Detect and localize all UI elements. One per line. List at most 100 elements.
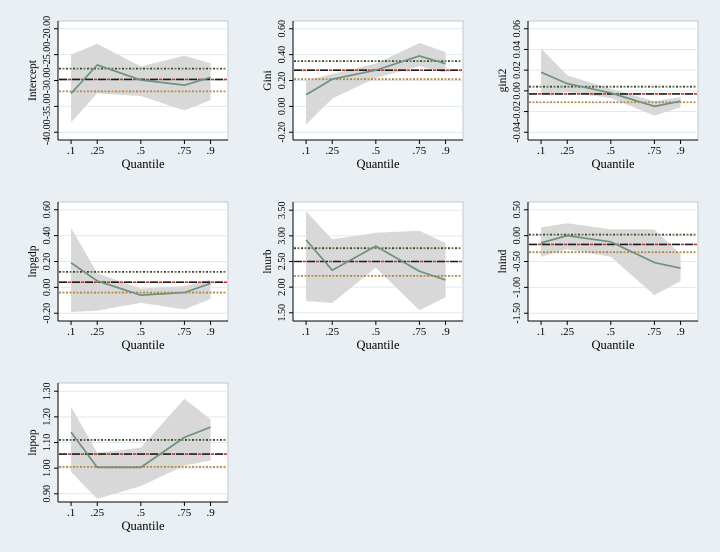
quantile-line [540,71,681,108]
subplot-lnpgdp: -0.20 0.00 0.20 0.40 0.60 .1 .25 .5 .75 .9 lnpgdp Q… [25,191,260,372]
y-tick-label: -30.00 [42,68,53,94]
x-tick-label: .25 [90,326,104,338]
quantile-line [70,426,211,469]
x-tick-label: .75 [178,145,192,157]
x-axis-title: Quantile [591,157,634,171]
x-tick-label: .1 [302,326,310,338]
y-axis-title: gini2 [497,68,509,92]
y-tick-label: 3.50 [277,201,288,219]
y-tick-label: -40.00 [42,119,53,145]
confidence-band [541,223,681,296]
y-tick-label: -1.50 [512,303,523,324]
y-tick-label: 0.90 [42,485,53,503]
figure-grid: -40.00 -35.00 -30.00 -25.00 -20.00 .1 .25 .5 .75… [25,10,720,552]
x-tick-label: .1 [67,326,75,338]
quantile-line [540,234,681,270]
y-axis-title: lnind [497,249,509,273]
quantile-line [70,262,211,296]
x-tick-label: .5 [607,145,616,157]
x-tick-label: .5 [137,145,146,157]
subplot-intercept: -40.00 -35.00 -30.00 -25.00 -20.00 .1 .25 .5 .75… [25,10,260,191]
y-tick-label: 0.00 [512,227,523,245]
x-tick-label: .75 [648,145,662,157]
y-tick-label: -0.04 [512,122,523,143]
y-tick-label: 1.00 [42,459,53,477]
quantile-line [70,64,211,95]
y-tick-label: 0.00 [277,98,288,116]
x-axis-title: Quantile [591,338,634,352]
x-tick-label: .75 [178,507,192,519]
y-axis-title: lnpop [27,429,39,455]
y-tick-label: -0.20 [277,122,288,143]
x-tick-label: .75 [648,326,662,338]
x-axis-title: Quantile [356,338,399,352]
x-axis-title: Quantile [121,519,164,533]
confidence-band [71,43,211,123]
x-tick-label: .5 [137,507,146,519]
x-tick-label: .5 [607,326,616,338]
x-axis-title: Quantile [356,157,399,171]
x-tick-label: .25 [90,145,104,157]
y-tick-label: 0.00 [512,82,523,100]
y-tick-label: 0.20 [42,253,53,271]
x-tick-label: .9 [441,326,450,338]
quantile-line [305,55,446,96]
y-tick-label: 1.10 [42,434,53,452]
y-tick-label: -0.02 [512,101,523,122]
y-axis-title: Intercept [27,59,39,101]
y-tick-label: 2.00 [277,278,288,296]
x-tick-label: .25 [90,507,104,519]
x-tick-label: .5 [372,326,381,338]
y-tick-label: 0.50 [512,201,523,219]
y-tick-label: 0.40 [277,46,288,64]
x-tick-label: .9 [676,145,685,157]
x-tick-label: .9 [206,326,215,338]
subplot-gini2: -0.04 -0.02 0.00 0.02 0.04 0.06 .1 .25 .5 .75 .9 gi… [495,10,720,191]
x-tick-label: .9 [441,145,450,157]
y-tick-label: 0.02 [512,61,523,79]
subplot-gini: -0.20 0.00 0.20 0.40 0.60 .1 .25 .5 .75 .9 Gini Qua… [260,10,495,191]
y-tick-label: 3.00 [277,227,288,245]
subplot-canvas-lnpgdp: -0.20 0.00 0.20 0.40 0.60 .1 .25 .5 .75 .9 lnpgdp Q… [27,201,229,352]
x-tick-label: .9 [206,507,215,519]
subplot-canvas-lnpop: 0.90 1.00 1.10 1.20 1.30 .1 .25 .5 .75 .9 lnpop Qua… [27,382,229,533]
y-tick-label: -0.20 [42,303,53,324]
y-tick-label: 1.30 [42,382,53,400]
x-tick-label: .1 [67,507,75,519]
y-tick-label: 1.50 [277,304,288,322]
x-tick-label: .1 [537,145,545,157]
subplot-canvas-lnind: -1.50 -1.00 -0.50 0.00 0.50 .1 .25 .5 .75 .9 lnind… [497,201,699,352]
y-tick-label: 1.20 [42,408,53,426]
confidence-band [71,227,211,312]
y-tick-label: 0.04 [512,41,523,59]
x-tick-label: .25 [560,145,574,157]
confidence-band [306,42,446,125]
x-tick-label: .5 [372,145,381,157]
x-tick-label: .25 [560,326,574,338]
x-tick-label: .1 [537,326,545,338]
x-tick-label: .75 [178,326,192,338]
quantile-line [305,239,446,281]
y-tick-label: 2.50 [277,253,288,271]
x-tick-label: .75 [413,326,427,338]
y-tick-label: -35.00 [42,93,53,119]
y-tick-label: -0.50 [512,251,523,272]
y-tick-label: -25.00 [42,42,53,68]
y-tick-label: 0.20 [277,72,288,90]
subplot-lnurb: 1.50 2.00 2.50 3.00 3.50 .1 .25 .5 .75 .9 lnurb Qua… [260,191,495,372]
x-axis-title: Quantile [121,157,164,171]
y-tick-label: -1.00 [512,277,523,298]
y-tick-label: 0.00 [42,279,53,297]
x-tick-label: .25 [325,145,339,157]
x-tick-label: .75 [413,145,427,157]
y-tick-label: 0.06 [512,20,523,38]
y-axis-title: Gini [262,70,274,90]
y-tick-label: 0.60 [277,20,288,38]
y-axis-title: lnpgdp [27,245,39,277]
x-tick-label: .5 [137,326,146,338]
subplot-lnind: -1.50 -1.00 -0.50 0.00 0.50 .1 .25 .5 .75 .9 lnind… [495,191,720,372]
y-tick-label: 0.60 [42,201,53,219]
x-tick-label: .9 [676,326,685,338]
y-axis-title: lnurb [262,249,274,274]
